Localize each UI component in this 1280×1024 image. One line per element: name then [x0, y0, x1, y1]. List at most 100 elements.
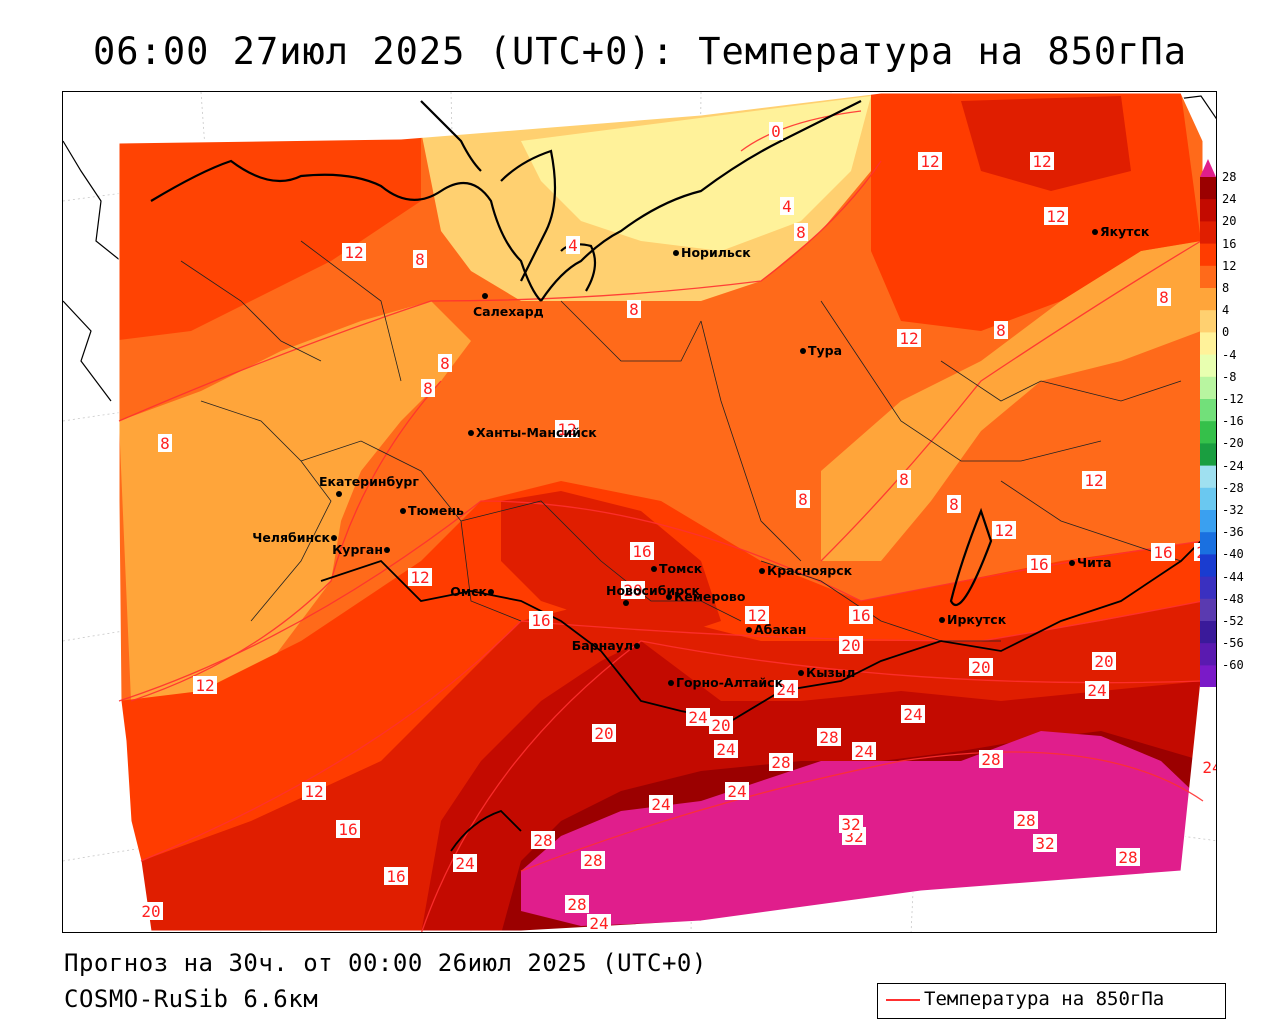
- coastlines: [150, 100, 993, 607]
- contour-label: 12: [899, 329, 918, 348]
- city-marker: [759, 568, 765, 574]
- colorbar-segment: [1200, 354, 1216, 378]
- city-marker: [623, 600, 629, 606]
- city-label: Омск: [450, 584, 487, 599]
- contour-label: 20: [141, 902, 160, 921]
- colorbar-segment: [1200, 199, 1216, 222]
- contour-label: 16: [531, 611, 550, 630]
- contour-label: 4: [568, 236, 578, 255]
- colorbar-tick-label: 4: [1222, 303, 1230, 318]
- city-marker: [468, 430, 474, 436]
- city-label: Норильск: [681, 245, 751, 260]
- colorbar-tick-label: 0: [1222, 325, 1230, 340]
- contour-label: 28: [1118, 848, 1137, 867]
- colorbar-segment: [1200, 598, 1216, 622]
- contour-label: 24: [455, 854, 474, 873]
- contour-label: 28: [1016, 811, 1035, 830]
- city-label: Тюмень: [408, 503, 464, 518]
- colorbar-tick-label: -16: [1222, 414, 1244, 429]
- contour-label-bg: [453, 854, 477, 872]
- colorbar-tick-label: -52: [1222, 614, 1244, 628]
- contour-label-bg: [817, 728, 841, 746]
- contour-label-bg: [302, 782, 326, 800]
- colorbar-segment: [1200, 421, 1216, 444]
- city-marker: [384, 547, 390, 553]
- city-marker: [331, 535, 337, 541]
- colorbar-segment: [1200, 554, 1216, 578]
- contour-label-bg: [686, 708, 710, 726]
- contour-label: 12: [1084, 471, 1103, 490]
- contour-label-bg: [780, 197, 794, 215]
- contour-label-bg: [1082, 471, 1106, 489]
- contour-label: 24: [1202, 758, 1217, 777]
- city-marker: [1092, 229, 1098, 235]
- legend-label: Температура на 850гПа: [924, 988, 1165, 1010]
- contour-label-bg: [901, 705, 925, 723]
- city-label: Томск: [659, 561, 703, 576]
- contour-label: 8: [949, 495, 959, 514]
- contour-label-bg: [649, 795, 673, 813]
- contour-label: 28: [583, 851, 602, 870]
- contour-label-bg: [839, 815, 863, 833]
- city-label: Барнаул: [572, 638, 633, 653]
- contour-label: 24: [688, 708, 707, 727]
- colorbar-tick-label: 24: [1222, 192, 1237, 207]
- contour-label: 12: [195, 676, 214, 695]
- city-marker: [482, 293, 488, 299]
- city-label: Красноярск: [767, 563, 853, 578]
- city-marker: [651, 566, 657, 572]
- contour-label: 24: [716, 740, 735, 759]
- contour-label-bg: [421, 379, 435, 397]
- colorbar-segment: [1200, 288, 1216, 311]
- colorbar-segment: [1200, 621, 1216, 644]
- contour-label: 16: [1029, 555, 1048, 574]
- contour-label-bg: [852, 742, 876, 760]
- contour-label: 28: [981, 750, 1000, 769]
- city-marker: [1069, 560, 1075, 566]
- city-label: Челябинск: [252, 530, 330, 545]
- city-label: Тура: [808, 343, 842, 358]
- colorbar-segment: [1200, 443, 1216, 467]
- contour-label-bg: [336, 820, 360, 838]
- city-marker: [798, 670, 804, 676]
- contour-label: 16: [851, 606, 870, 625]
- contour-label-bg: [581, 851, 605, 869]
- city-label: Курган: [332, 542, 383, 557]
- city-label: Абакан: [754, 622, 806, 637]
- colorbar-segment: [1200, 265, 1216, 289]
- contour-label-bg: [555, 420, 579, 438]
- map-title: 06:00 27июл 2025 (UTC+0): Температура на…: [93, 30, 1187, 73]
- contour-label: 28: [567, 895, 586, 914]
- contour-label: 12: [747, 606, 766, 625]
- contour-label-bg: [413, 250, 427, 268]
- colorbar-segment: [1200, 665, 1216, 687]
- contour-label-bg: [1027, 555, 1051, 573]
- contour-label: 16: [1153, 543, 1172, 562]
- colorbar-tick-label: -60: [1222, 658, 1244, 673]
- contour-label: 8: [160, 434, 170, 453]
- contour-label-bg: [725, 782, 749, 800]
- contour-label-bg: [565, 895, 589, 913]
- contour-label-layer: 0448888888888812121212121212121212121216…: [139, 122, 1217, 933]
- contour-label-bg: [139, 902, 163, 920]
- contour-label-bg: [769, 753, 793, 771]
- colorbar-tick-label: -32: [1222, 503, 1244, 517]
- colorbar-tick-label: 16: [1222, 236, 1237, 251]
- contour-label: 12: [304, 782, 323, 801]
- colorbar-segment: [1200, 221, 1216, 245]
- contour-label-bg: [627, 300, 641, 318]
- temperature-field: [119, 93, 1203, 931]
- colorbar-segment: [1200, 399, 1216, 422]
- contour-label: 24: [589, 914, 608, 933]
- contour-label-bg: [587, 914, 611, 932]
- map-canvas: 0448888888888812121212121212121212121216…: [63, 92, 1217, 933]
- contour-label-bg: [796, 490, 810, 508]
- map-frame: 0 4 4 8 8 8 8 8 8 8 8 8 8 8 12 12 12 12 12 12 12 12 12 12 12 12 16…: [62, 91, 1217, 933]
- contour-label: 12: [1046, 207, 1065, 226]
- contour-label: 28: [771, 753, 790, 772]
- colorbar: [1200, 159, 1216, 687]
- colorbar-segment: [1200, 376, 1216, 400]
- contour-label-bg: [408, 568, 432, 586]
- colorbar-tick-label: -44: [1222, 569, 1244, 584]
- contour-label-bg: [1092, 652, 1116, 670]
